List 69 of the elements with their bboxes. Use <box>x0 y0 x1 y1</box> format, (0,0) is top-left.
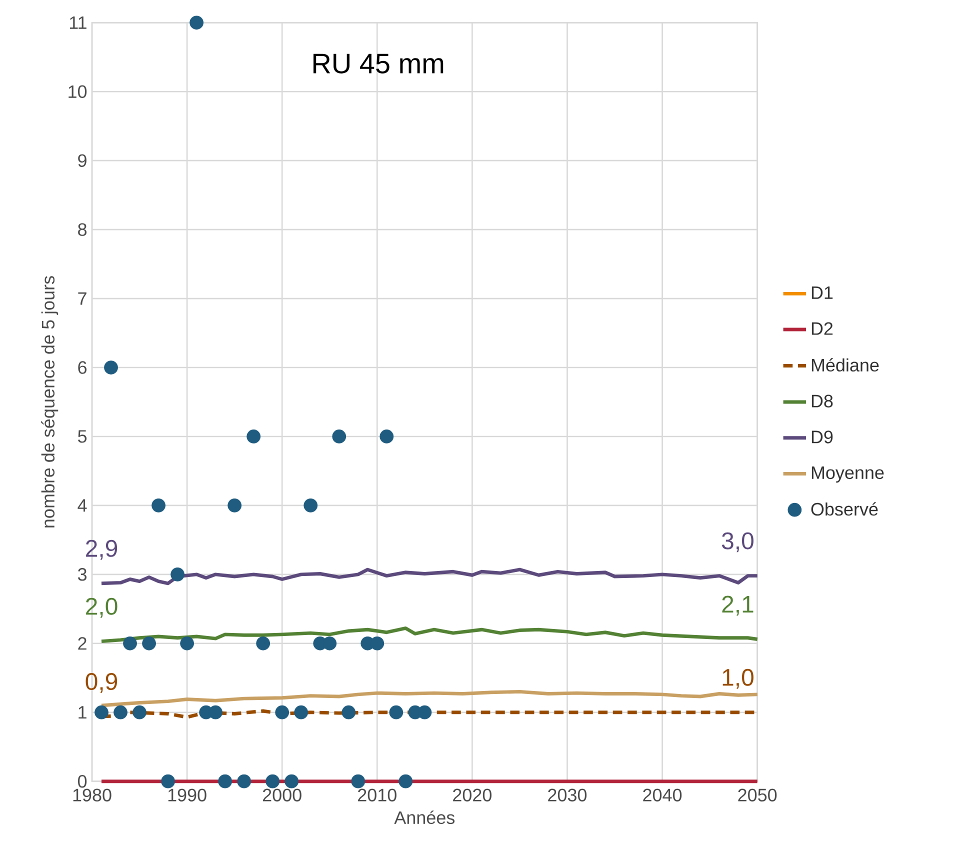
y-tick-label: 0 <box>78 774 87 788</box>
point <box>275 705 290 720</box>
point <box>94 705 108 720</box>
line-series <box>100 568 760 586</box>
point <box>398 774 413 788</box>
point <box>228 498 242 512</box>
point <box>380 430 394 444</box>
data-label: 2,1 <box>722 596 754 616</box>
x-tick-label: 1980 <box>73 788 112 802</box>
point <box>190 16 204 30</box>
point <box>180 636 194 650</box>
y-tick-label: 9 <box>78 154 86 167</box>
point <box>322 636 337 650</box>
y-tick-label: 10 <box>68 85 87 98</box>
y-tick-label: 5 <box>78 430 87 443</box>
point <box>332 430 346 444</box>
legend-label: Moyenne <box>812 466 884 483</box>
x-tick-label: 2000 <box>262 788 302 802</box>
x-tick-label: 1990 <box>168 788 206 802</box>
text: RU 45 mm <box>313 54 444 74</box>
point <box>370 636 384 650</box>
y-tick-label: 3 <box>78 568 87 581</box>
y-tick-label: 4 <box>78 499 87 512</box>
x-tick-label: 2050 <box>738 788 777 802</box>
point <box>132 705 146 720</box>
legend-label: D8 <box>812 394 833 408</box>
legend-label: D1 <box>812 286 833 299</box>
y-tick-label: 2 <box>78 637 86 650</box>
point <box>266 774 280 788</box>
y-tick-label: 8 <box>78 223 87 236</box>
point <box>237 774 252 788</box>
data-label: 2,0 <box>86 598 118 618</box>
x-tick-label: 2040 <box>643 788 682 802</box>
legend-label: D9 <box>812 430 833 444</box>
y-axis-title: nombre de séquence de 5 jours <box>41 276 58 528</box>
data-label: 0,9 <box>86 673 118 693</box>
point <box>123 636 137 650</box>
point <box>208 705 222 720</box>
point <box>170 567 184 582</box>
point <box>152 498 166 512</box>
point <box>304 498 318 512</box>
point <box>218 774 232 788</box>
x-axis-title: Années <box>394 810 455 824</box>
point <box>418 705 432 720</box>
y-tick-label: 7 <box>78 292 86 305</box>
x-tick-label: 2010 <box>358 788 396 802</box>
y-tick-label: 1 <box>78 706 86 719</box>
legend-label: Observé <box>811 502 878 516</box>
point <box>114 705 128 720</box>
point <box>104 360 118 374</box>
x-tick-label: 2020 <box>453 788 492 802</box>
y-tick-label: 11 <box>70 16 86 29</box>
point <box>142 636 156 650</box>
point <box>389 705 404 720</box>
point <box>342 705 356 720</box>
point <box>256 636 270 650</box>
x-tick-label: 2030 <box>548 788 587 802</box>
point <box>284 774 299 788</box>
legend-label: D2 <box>812 322 833 335</box>
data-label: 2,9 <box>86 540 118 560</box>
data-label: 3,0 <box>722 532 754 552</box>
point <box>294 705 308 720</box>
point <box>351 774 366 788</box>
data-label: 1,0 <box>722 668 754 689</box>
point <box>161 774 175 788</box>
legend-label: Médiane <box>812 358 879 372</box>
point <box>246 430 261 444</box>
line-series <box>100 626 760 644</box>
y-tick-label: 6 <box>78 361 87 374</box>
